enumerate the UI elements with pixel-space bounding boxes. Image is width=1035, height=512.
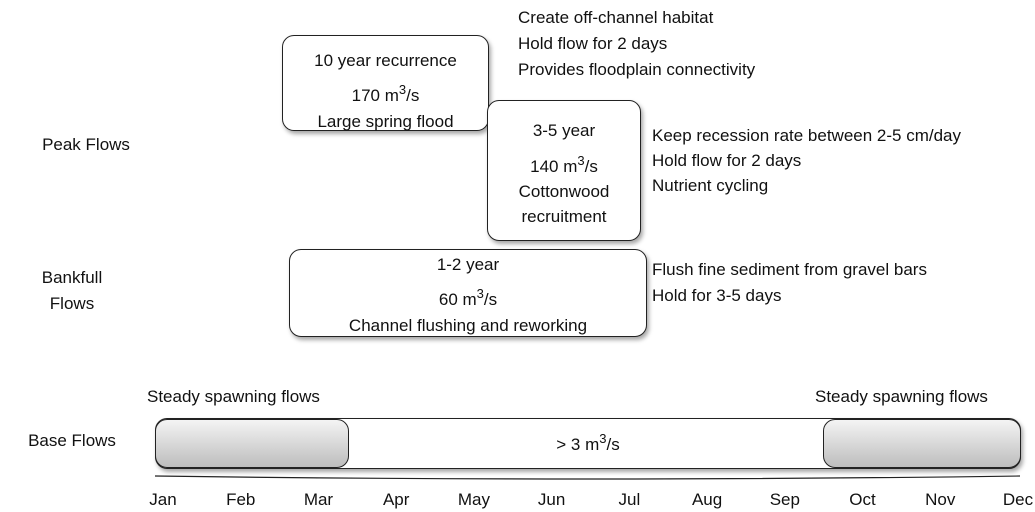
note: Provides floodplain connectivity bbox=[518, 60, 756, 79]
month-label: Aug bbox=[691, 490, 723, 509]
spawning-period bbox=[155, 419, 349, 468]
note: Keep recession rate between 2-5 cm/day bbox=[652, 126, 962, 145]
flow-text: 140 m bbox=[530, 157, 578, 176]
note: Create off-channel habitat bbox=[518, 8, 714, 27]
event-box: 1-2 year 60 m3/s Channel flushing and re… bbox=[289, 249, 647, 337]
base-bar: > 3 m3/s bbox=[155, 418, 1021, 469]
box-description: Large spring flood bbox=[317, 112, 454, 131]
month-label: Jun bbox=[537, 490, 566, 509]
month-label: Sep bbox=[769, 490, 800, 509]
month-label: Apr bbox=[382, 490, 410, 509]
box-title: 1-2 year bbox=[436, 255, 500, 274]
month-label: Nov bbox=[925, 490, 956, 509]
box-flow: 170 m3/s bbox=[283, 83, 488, 106]
flow-exponent: 3 bbox=[577, 153, 585, 168]
spawning-period bbox=[823, 419, 1021, 468]
spawning-label: Steady spawning flows bbox=[147, 387, 320, 406]
note: Hold flow for 2 days bbox=[518, 34, 668, 53]
month-label: May bbox=[457, 490, 490, 509]
month-label: Dec bbox=[1002, 490, 1034, 509]
box-description: Channel flushing and reworking bbox=[348, 316, 588, 335]
box-description: recruitment bbox=[521, 207, 607, 226]
spawning-label: Steady spawning flows bbox=[815, 387, 988, 406]
note: Hold flow for 2 days bbox=[652, 151, 802, 170]
row-label: Flows bbox=[49, 294, 95, 313]
flow-text: > 3 m bbox=[556, 435, 600, 454]
month-label: Jan bbox=[149, 490, 177, 509]
month-label: Jul bbox=[618, 490, 641, 509]
base-flow: > 3 m3/s bbox=[156, 432, 1020, 455]
flow-text: 170 m bbox=[351, 86, 399, 105]
month-label: Feb bbox=[226, 490, 256, 509]
event-box: 3-5 year 140 m3/s Cottonwood recruitment bbox=[487, 100, 641, 241]
box-title: 3-5 year bbox=[532, 121, 596, 140]
row-label: Base Flows bbox=[28, 431, 116, 450]
month-label: Oct bbox=[849, 490, 876, 509]
flow-text: /s bbox=[483, 290, 498, 309]
month-label: Mar bbox=[303, 490, 334, 509]
box-flow: 140 m3/s bbox=[488, 154, 640, 177]
flow-exponent: 3 bbox=[599, 431, 607, 446]
box-flow: 60 m3/s bbox=[290, 287, 646, 310]
flow-exponent: 3 bbox=[398, 82, 407, 97]
box-title: 10 year recurrence bbox=[314, 51, 457, 70]
box-description: Cottonwood bbox=[518, 182, 610, 201]
row-label: Peak Flows bbox=[42, 135, 130, 154]
row-label: Bankfull bbox=[41, 268, 103, 287]
event-box: 10 year recurrence 170 m3/s Large spring… bbox=[282, 35, 489, 131]
flow-text: /s bbox=[406, 86, 420, 105]
flow-text: 60 m bbox=[438, 290, 477, 309]
flow-text: /s bbox=[584, 157, 598, 176]
note: Nutrient cycling bbox=[652, 176, 769, 195]
flow-exponent: 3 bbox=[476, 286, 484, 301]
axis-line bbox=[154, 475, 1021, 480]
note: Hold for 3-5 days bbox=[652, 286, 782, 305]
note: Flush fine sediment from gravel bars bbox=[652, 260, 927, 279]
flow-text: /s bbox=[606, 435, 620, 454]
